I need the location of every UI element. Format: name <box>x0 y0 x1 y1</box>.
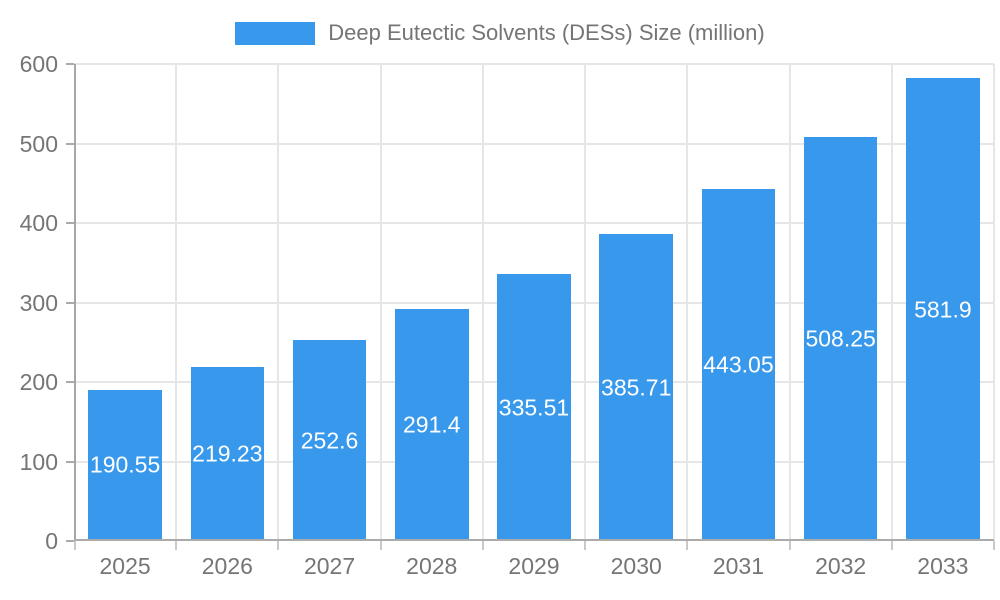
x-axis-tick <box>277 541 280 550</box>
bar-2030[interactable]: 385.71 <box>599 234 674 541</box>
bar-value-label: 508.25 <box>805 325 876 352</box>
y-axis-label: 300 <box>19 289 58 316</box>
legend-swatch[interactable] <box>235 21 316 45</box>
bar-value-label: 443.05 <box>703 351 774 378</box>
y-axis-tick <box>66 381 74 383</box>
x-axis-label: 2033 <box>917 553 969 579</box>
y-axis-tick <box>66 301 74 304</box>
bar-2029[interactable]: 335.51 <box>497 274 571 541</box>
x-axis-tick <box>584 541 587 550</box>
bar-2026[interactable]: 219.23 <box>190 366 265 541</box>
x-axis-tick <box>788 541 791 550</box>
y-axis-line <box>74 64 76 541</box>
x-axis-tick <box>993 541 995 550</box>
x-axis-tick <box>74 541 76 550</box>
gridline-vertical <box>788 64 791 541</box>
bar-value-label: 291.4 <box>402 411 461 438</box>
y-axis-label: 0 <box>45 528 58 554</box>
bar-value-label: 219.23 <box>192 440 263 467</box>
gridline-horizontal <box>74 142 994 145</box>
gridline-vertical <box>175 64 178 541</box>
bar-value-label: 581.9 <box>914 296 972 323</box>
bar-2033[interactable]: 581.9 <box>906 78 980 541</box>
x-axis-tick <box>890 541 893 550</box>
gridline-horizontal <box>74 222 994 224</box>
y-axis-tick <box>66 63 74 65</box>
y-axis-label: 200 <box>19 369 58 395</box>
x-axis-label: 2032 <box>815 553 867 579</box>
bar-value-label: 190.55 <box>89 451 161 478</box>
x-axis-tick <box>481 541 484 550</box>
gridline-vertical <box>686 64 689 541</box>
bar-value-label: 252.6 <box>300 427 359 454</box>
gridline-vertical <box>890 64 893 541</box>
y-axis-label: 500 <box>19 130 58 157</box>
bar-2025[interactable]: 190.55 <box>88 389 162 541</box>
y-axis-tick <box>66 142 74 145</box>
gridline-horizontal <box>74 63 994 65</box>
y-axis-label: 400 <box>19 210 58 236</box>
x-axis-label: 2031 <box>712 553 765 579</box>
plot-area: 190.55 219.23 252.6 291.4 335.51 385.71 443.05… <box>66 63 995 550</box>
gridline-vertical <box>993 64 995 541</box>
y-axis-tick <box>66 460 74 463</box>
bar-value-label: 385.71 <box>601 374 672 401</box>
x-axis-line <box>74 539 994 541</box>
x-axis-label: 2029 <box>508 553 560 579</box>
bar-2028[interactable]: 291.4 <box>394 309 469 541</box>
bar-value-label: 335.51 <box>498 394 570 421</box>
x-axis-label: 2025 <box>99 553 151 579</box>
x-axis-tick <box>175 541 178 550</box>
x-axis-label: 2027 <box>303 553 356 579</box>
y-axis-label: 600 <box>19 51 58 77</box>
x-axis-tick <box>379 541 382 550</box>
bar-2031[interactable]: 443.05 <box>701 188 776 541</box>
y-axis-tick <box>66 222 74 224</box>
bar-2032[interactable]: 508.25 <box>803 136 878 541</box>
legend: Deep Eutectic Solvents (DESs) Size (mill… <box>0 20 1000 46</box>
gridline-vertical <box>584 64 587 541</box>
x-axis-tick <box>686 541 689 550</box>
y-axis-tick <box>66 540 74 542</box>
legend-label: Deep Eutectic Solvents (DESs) Size (mill… <box>328 20 765 45</box>
gridline-vertical <box>277 64 280 541</box>
x-axis-label: 2030 <box>610 553 662 579</box>
x-axis-label: 2026 <box>201 553 253 579</box>
bar-2027[interactable]: 252.6 <box>292 340 367 541</box>
gridline-vertical <box>379 64 382 541</box>
x-axis-label: 2028 <box>406 553 458 579</box>
y-axis-label: 100 <box>19 448 58 475</box>
gridline-vertical <box>481 64 484 541</box>
